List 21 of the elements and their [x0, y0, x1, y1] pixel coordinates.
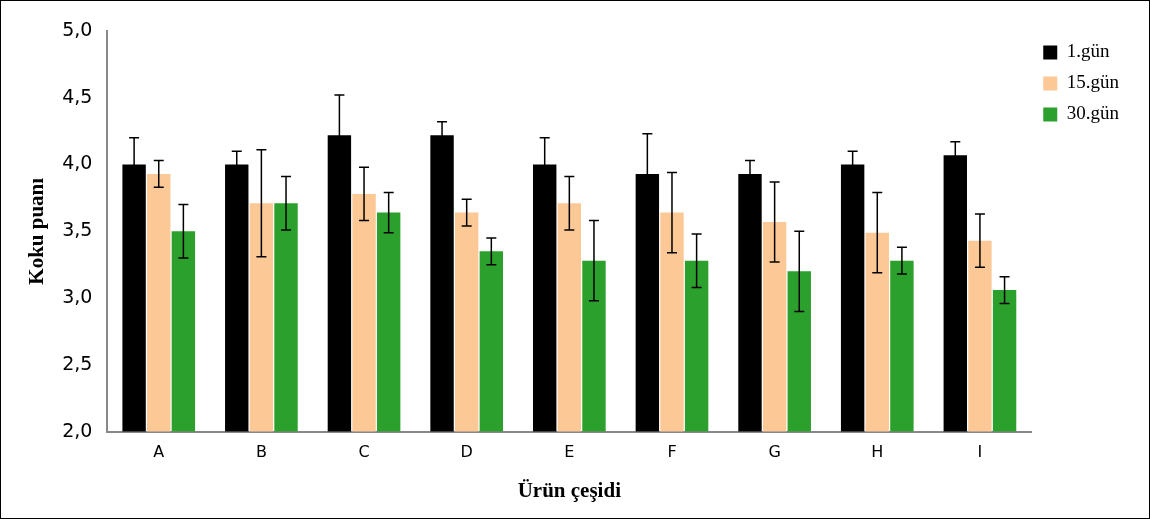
y-tick-label: 3,5: [62, 218, 93, 241]
legend-label: 1.gün: [1066, 40, 1110, 62]
x-tick-label: D: [460, 442, 473, 462]
legend-label: 15.gün: [1066, 71, 1120, 93]
x-axis-title: Ürün çeşidi: [517, 477, 622, 502]
x-tick-label: B: [255, 442, 267, 462]
x-tick-label: A: [153, 442, 165, 462]
y-axis-title: Koku puanı: [24, 177, 49, 285]
legend-label: 30.gün: [1066, 102, 1120, 124]
y-tick-label: 2,0: [62, 418, 93, 441]
y-tick-label: 5,0: [62, 17, 93, 40]
x-tick-label: C: [358, 442, 370, 462]
x-tick-label: G: [768, 442, 781, 462]
x-tick-label: F: [667, 442, 677, 462]
y-tick-label: 4,5: [62, 84, 93, 107]
x-tick-label: I: [977, 442, 983, 462]
y-tick-label: 3,0: [62, 285, 93, 307]
y-tick-label: 4,0: [62, 151, 93, 174]
y-tick-label: 2,5: [62, 351, 93, 374]
x-tick-label: E: [564, 442, 575, 462]
x-tick-label: H: [871, 442, 884, 462]
